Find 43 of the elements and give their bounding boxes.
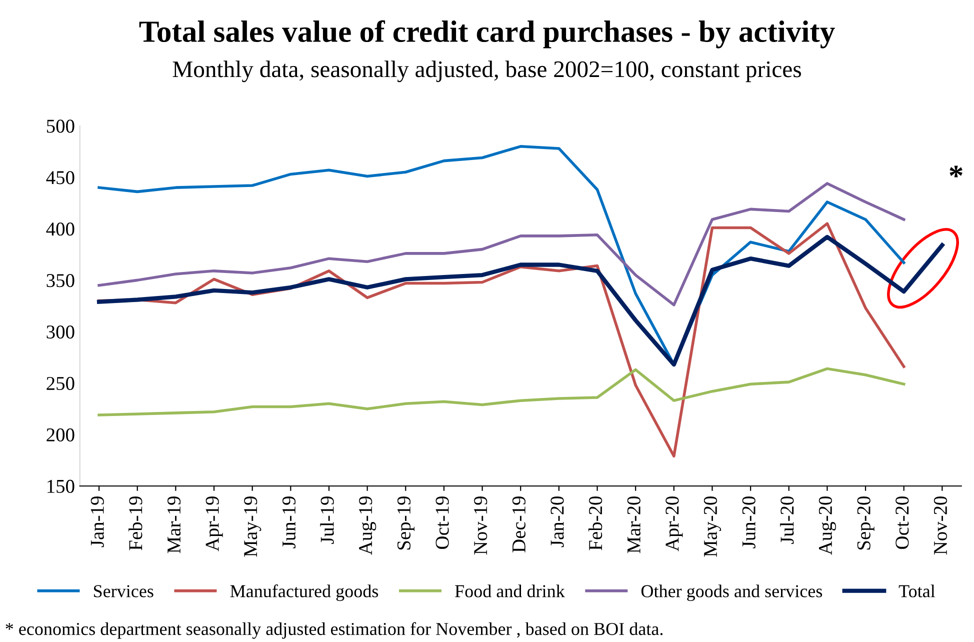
- chart-title: Total sales value of credit card purchases - by activity: [139, 20, 835, 48]
- x-tick-label: Jan-20: [550, 496, 564, 548]
- x-tick-label: Nov-20: [934, 496, 948, 555]
- x-tick-label: Sep-20: [857, 496, 874, 550]
- y-tick-label: 150: [48, 480, 74, 493]
- x-tick-label: Jun-19: [282, 496, 296, 548]
- y-tick-label: 250: [46, 376, 74, 390]
- x-tick-label: Apr-19: [206, 496, 223, 552]
- y-tick-label: 350: [46, 274, 74, 288]
- x-tick-label: May-19: [244, 496, 262, 557]
- x-tick-label: Jul-19: [320, 496, 334, 544]
- x-tick-label: Feb-19: [128, 496, 142, 550]
- chart-subtitle: Monthly data, seasonally adjusted, base 2002=100, constant prices: [172, 60, 801, 82]
- x-tick-label: Sep-19: [397, 496, 414, 550]
- legend-label: Total: [898, 584, 936, 598]
- legend-label: Other goods and services: [641, 584, 822, 602]
- x-tick-label: Jul-20: [780, 496, 794, 544]
- x-tick-label: Jun-20: [742, 496, 756, 548]
- line-series: [98, 182, 906, 306]
- y-tick-label: 500: [46, 120, 74, 133]
- y-tick-label: 200: [46, 428, 74, 442]
- x-tick-label: Mar-20: [627, 496, 640, 554]
- line-series: [96, 234, 944, 367]
- legend-label: Manufactured goods: [230, 584, 378, 602]
- x-tick-label: Mar-19: [167, 496, 181, 554]
- y-tick-label: 400: [46, 222, 74, 236]
- x-tick-label: Oct-20: [896, 496, 909, 549]
- x-tick-label: Nov-19: [474, 496, 488, 555]
- annotation: *: [950, 166, 962, 178]
- y-tick-label: 450: [46, 171, 74, 184]
- x-tick-label: Dec-19: [512, 496, 526, 552]
- x-tick-label: Oct-19: [436, 496, 449, 549]
- x-tick-label: Apr-20: [666, 496, 683, 552]
- legend-label: Food and drink: [455, 584, 565, 598]
- legend-label: Services: [94, 585, 154, 598]
- x-tick-label: May-20: [704, 496, 722, 557]
- text: * economics department seasonally adjusted estimation for November , based on BOI data.: [6, 622, 663, 639]
- x-tick-label: Aug-20: [818, 496, 836, 555]
- x-tick-label: Feb-20: [588, 496, 602, 550]
- x-tick-label: Aug-19: [359, 496, 376, 555]
- x-tick-label: Jan-19: [90, 496, 104, 548]
- line-series: [98, 367, 906, 416]
- y-tick-label: 300: [46, 325, 74, 339]
